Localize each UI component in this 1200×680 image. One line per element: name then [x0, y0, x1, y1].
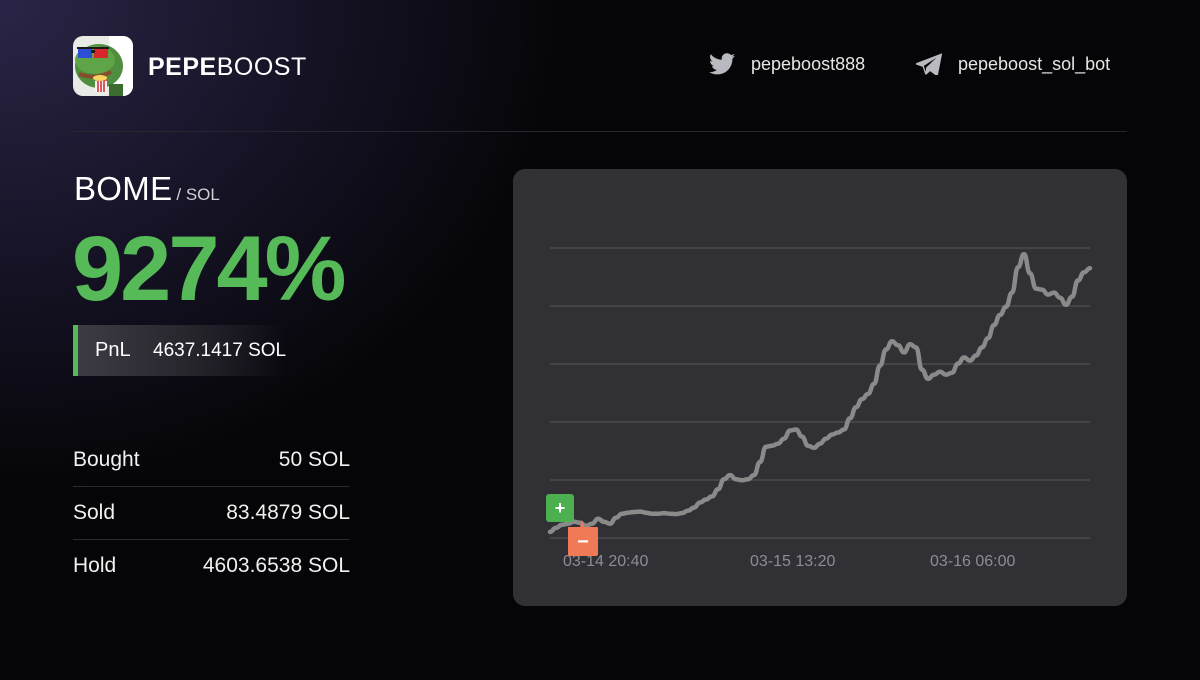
- buy-marker-symbol: +: [555, 498, 566, 518]
- twitter-link[interactable]: pepeboost888: [709, 53, 865, 75]
- pnl-box: PnL 4637.1417 SOL: [73, 325, 287, 376]
- stat-label: Bought: [73, 448, 140, 471]
- twitter-handle: pepeboost888: [751, 53, 866, 74]
- price-chart: 03-14 20:40 03-15 13:20 03-16 06:00 + −: [513, 169, 1127, 606]
- pepe-logo-icon: [73, 36, 133, 96]
- header-divider: [73, 131, 1127, 132]
- stat-row-hold: Hold 4603.6538 SOL: [73, 539, 350, 592]
- trading-pair: BOME / SOL: [74, 170, 220, 208]
- sell-marker: −: [568, 520, 598, 556]
- telegram-handle: pepeboost_sol_bot: [958, 53, 1111, 74]
- stat-row-sold: Sold 83.4879 SOL: [73, 486, 350, 539]
- quote-symbol: / SOL: [176, 185, 220, 204]
- stat-value: 50 SOL: [278, 448, 350, 471]
- pnl-label: PnL: [95, 339, 131, 361]
- buy-marker-box: [546, 494, 574, 522]
- stat-label: Sold: [73, 501, 116, 524]
- sell-marker-symbol: −: [577, 531, 589, 553]
- pnl-value: 4637.1417 SOL: [153, 340, 287, 361]
- telegram-icon: [916, 53, 942, 75]
- x-tick-label: 03-15 13:20: [750, 553, 836, 570]
- brand-name: PEPEBOOST: [148, 53, 307, 81]
- stat-row-bought: Bought 50 SOL: [73, 434, 350, 486]
- buy-marker: +: [546, 494, 574, 522]
- stat-value: 83.4879 SOL: [226, 501, 350, 524]
- stat-label: Hold: [73, 554, 117, 577]
- price-chart-svg: 03-14 20:40 03-15 13:20 03-16 06:00 +−: [546, 247, 1093, 570]
- x-tick-label: 03-14 20:40: [563, 553, 649, 570]
- sell-marker-box: [568, 520, 598, 556]
- x-tick-label: 03-16 06:00: [930, 553, 1016, 570]
- twitter-icon: [709, 53, 735, 75]
- header: PEPEBOOST pepeboost888 pepeboost_sol_bot: [73, 36, 1127, 96]
- telegram-link[interactable]: pepeboost_sol_bot: [916, 53, 1110, 75]
- stats-table: Bought 50 SOL Sold 83.4879 SOL Hold 4603…: [73, 434, 350, 592]
- stat-value: 4603.6538 SOL: [202, 554, 350, 577]
- price-line: [547, 251, 1093, 535]
- pnl-percent: 9274%: [72, 218, 346, 320]
- token-symbol: BOME: [74, 170, 173, 207]
